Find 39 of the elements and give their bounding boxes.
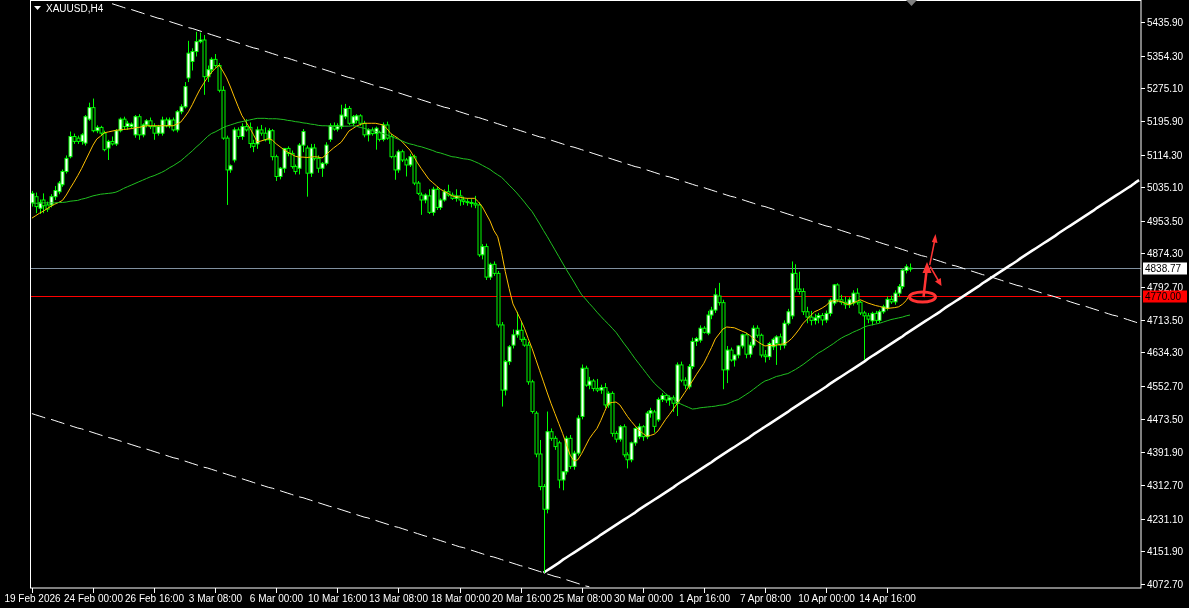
- x-tick-label: 13 Mar 08:00: [369, 593, 429, 604]
- x-tick-label: 20 Mar 16:00: [492, 593, 552, 604]
- y-tick-label: 5275.10: [1147, 83, 1184, 94]
- x-tick-label: 7 Apr 08:00: [739, 593, 792, 604]
- x-tick-label: 6 Mar 00:00: [249, 593, 304, 604]
- ref-line-label: 4770.00: [1145, 291, 1182, 302]
- x-tick-label: 10 Mar 16:00: [308, 593, 368, 604]
- x-tick-label: 24 Feb 00:00: [64, 593, 124, 604]
- y-tick-label: 5114.30: [1147, 150, 1183, 161]
- x-tick-label: 30 Mar 00:00: [614, 593, 674, 604]
- y-tick-label: 4634.30: [1147, 347, 1184, 358]
- y-tick-label: 4552.70: [1147, 381, 1184, 392]
- y-tick-label: 4713.50: [1147, 315, 1184, 326]
- y-tick-label: 5354.30: [1147, 51, 1184, 62]
- x-tick-label: 10 Apr 00:00: [798, 593, 856, 604]
- x-tick-label: 1 Apr 16:00: [678, 593, 731, 604]
- y-tick-label: 4391.90: [1147, 447, 1184, 458]
- chart-title: XAUUSD,H4: [46, 3, 104, 14]
- x-tick-label: 14 Apr 16:00: [859, 593, 917, 604]
- candlestick: [248, 121, 253, 149]
- ref-line-label: 4838.77: [1145, 263, 1182, 274]
- y-tick-label: 4312.70: [1147, 480, 1184, 491]
- x-tick-label: 18 Mar 00:00: [431, 593, 491, 604]
- y-tick-label: 4953.50: [1147, 216, 1184, 227]
- y-tick-label: 4473.50: [1147, 414, 1184, 425]
- candlestick: [290, 150, 295, 170]
- x-tick-label: 26 Feb 16:00: [125, 593, 185, 604]
- y-tick-label: 5195.90: [1147, 116, 1184, 127]
- y-tick-label: 4151.90: [1147, 546, 1184, 557]
- x-tick-label: 3 Mar 08:00: [188, 593, 243, 604]
- y-tick-label: 5435.90: [1147, 17, 1184, 28]
- y-tick-label: 4792.70: [1147, 282, 1184, 293]
- candlestick: [431, 186, 436, 217]
- y-tick-label: 5035.10: [1147, 182, 1184, 193]
- y-tick-label: 4072.70: [1147, 579, 1184, 590]
- y-tick-label: 4231.10: [1147, 514, 1184, 525]
- x-tick-label: 19 Feb 2026: [4, 593, 62, 604]
- y-tick-label: 4874.30: [1147, 248, 1184, 259]
- x-tick-label: 25 Mar 08:00: [553, 593, 613, 604]
